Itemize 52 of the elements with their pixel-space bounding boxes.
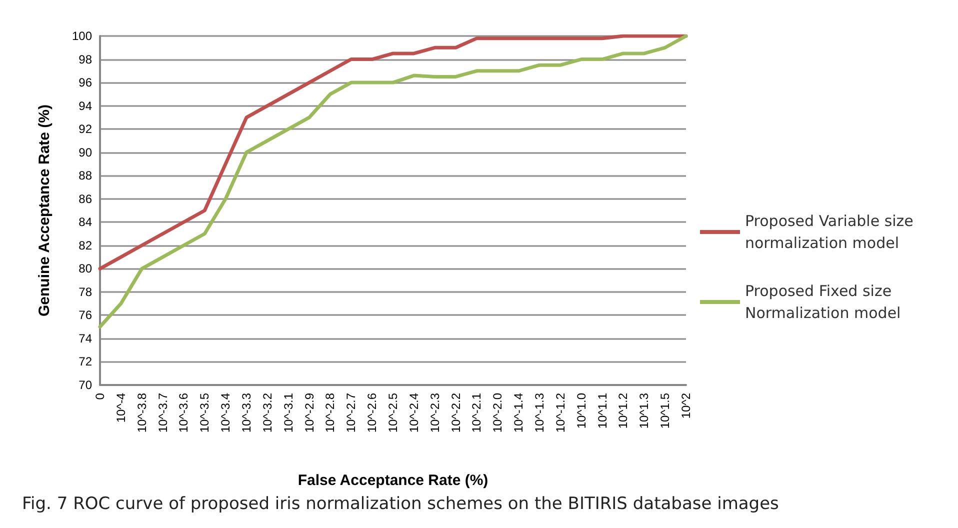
y-tick-label: 100 [72,29,92,43]
x-tick-label: 10^-2.6 [365,392,380,433]
y-tick-label: 92 [78,122,92,136]
x-tick-label: 10^-3.8 [134,392,149,433]
y-tick-label: 88 [78,168,92,183]
y-tick-label: 82 [78,238,92,252]
x-tick-label: 10^-1.4 [512,392,526,433]
legend-label: Proposed Variable size normalization model [745,212,918,252]
y-tick-label: 90 [78,145,92,160]
x-tick-label: 10^-2.5 [386,392,400,433]
x-tick-label: 10^1.1 [595,392,610,429]
x-tick-label: 10^-2.4 [406,392,421,433]
line-series [98,34,688,329]
y-tick-label: 78 [78,284,92,299]
y-axis-title: Genuine Acceptance Rate (%) [36,104,53,316]
y-tick-label: 98 [78,52,92,66]
y-tick-label: 94 [78,98,92,113]
x-tick-label: 10^1.5 [658,392,672,429]
x-tick-label: 10^-3.7 [156,392,170,433]
x-axis-title: False Acceptance Rate (%) [298,472,488,489]
x-tick-label: 10^-2.1 [470,392,484,433]
x-tick-label: 10^1.0 [574,392,588,429]
x-tick-label: 10^-2.3 [428,392,442,433]
y-tick-label: 80 [78,262,92,276]
x-tick-label: 10^-3.1 [281,392,296,433]
x-tick-label: 10^-3.2 [260,392,274,433]
x-tick-label: 10^-2.0 [490,392,505,433]
x-tick-label: 10^2 [679,392,693,419]
y-tick-label: 74 [78,331,92,346]
x-tick-label: 10^1.2 [616,392,630,429]
legend-label: Proposed Fixed size Normalization model [745,282,901,322]
x-tick-label: 10^-3.4 [218,392,233,433]
x-tick-label: 10^-2.9 [302,392,316,433]
x-tick-label: 10^-2.7 [344,392,358,433]
y-tick-label: 76 [78,308,92,322]
x-tick-label: 10^-4 [114,392,128,423]
x-tick-label: 10^-3.5 [198,392,212,433]
y-tick-label: 72 [78,354,92,369]
caption: Fig. 7 ROC curve of proposed iris normalization schemes on the BITIRIS database images [22,494,779,514]
line-series [98,34,688,270]
y-tick-label: 96 [78,76,92,90]
x-tick-label: 10^-1.3 [532,392,546,433]
y-tick-label: 86 [78,192,92,206]
x-tick-label: 10^-3.6 [176,392,191,433]
x-tick-label: 10^1.3 [637,392,652,429]
x-tick-label: 10^-1.2 [553,392,568,433]
x-tick-label: 0 [93,392,107,400]
y-tick-label: 70 [78,378,92,392]
x-tick-label: 10^-2.2 [448,392,463,433]
x-tick-label: 10^-2.8 [323,392,338,433]
y-tick-label: 84 [78,215,92,230]
x-tick-label: 10^-3.3 [240,392,254,433]
